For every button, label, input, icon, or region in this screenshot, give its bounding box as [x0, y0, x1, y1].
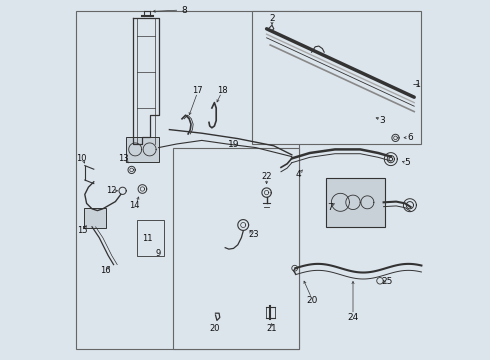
Text: 18: 18	[218, 86, 228, 95]
Text: 6: 6	[407, 133, 413, 142]
Text: 11: 11	[142, 234, 152, 243]
FancyBboxPatch shape	[84, 208, 106, 228]
Text: 25: 25	[382, 277, 393, 286]
FancyBboxPatch shape	[326, 178, 386, 227]
Bar	[76, 11, 299, 349]
Bar	[173, 148, 299, 349]
Text: 8: 8	[181, 6, 187, 15]
Text: 9: 9	[155, 249, 161, 258]
Bar	[126, 137, 159, 162]
Text: 20: 20	[306, 296, 318, 305]
Bar	[252, 11, 421, 144]
Text: 15: 15	[77, 226, 88, 235]
Text: 16: 16	[100, 266, 111, 275]
Text: 21: 21	[267, 324, 277, 333]
Text: 13: 13	[119, 154, 129, 163]
Text: 22: 22	[261, 172, 272, 181]
Text: 20: 20	[209, 324, 220, 333]
Text: 19: 19	[228, 140, 239, 149]
Text: 5: 5	[404, 158, 410, 167]
Text: 4: 4	[295, 170, 301, 179]
Text: 7: 7	[327, 202, 333, 212]
Text: 2: 2	[269, 14, 275, 23]
Text: 10: 10	[76, 154, 86, 163]
Text: 23: 23	[249, 230, 259, 239]
Text: 24: 24	[347, 313, 359, 322]
Text: 12: 12	[106, 186, 116, 195]
Text: -1: -1	[413, 80, 421, 89]
Bar	[137, 220, 164, 256]
Text: 3: 3	[379, 116, 385, 125]
Text: 14: 14	[129, 202, 140, 210]
Text: 17: 17	[192, 86, 203, 95]
